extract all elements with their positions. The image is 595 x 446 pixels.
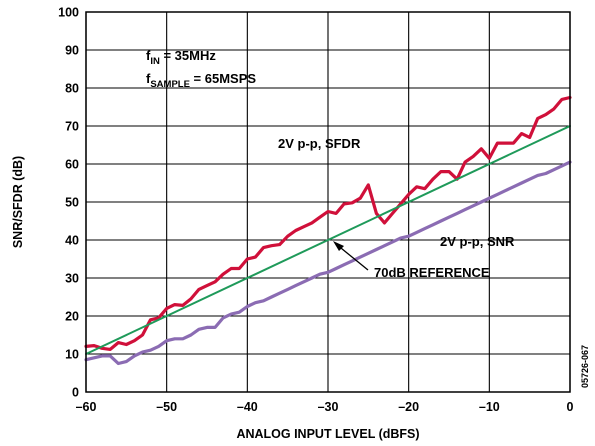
y-tick-label: 10 — [65, 348, 79, 362]
y-tick-label: 20 — [65, 310, 79, 324]
x-tick-label: –20 — [398, 400, 419, 414]
condition-fin: fIN = 35MHz — [146, 48, 216, 67]
reference-arrowhead — [333, 241, 344, 251]
y-tick-label: 50 — [65, 196, 79, 210]
series-line-2v-p-p-snr — [84, 160, 572, 366]
series-line-2v-p-p-sfdr — [84, 95, 572, 351]
sfdr-series-label: 2V p-p, SFDR — [278, 136, 361, 151]
x-tick-label: –60 — [76, 400, 97, 414]
x-axis-label: ANALOG INPUT LEVEL (dBFS) — [236, 427, 419, 441]
y-tick-label: 80 — [65, 82, 79, 96]
series-line-70db-reference — [85, 125, 571, 355]
y-tick-label: 70 — [65, 120, 79, 134]
y-tick-label: 60 — [65, 158, 79, 172]
reference-label: 70dB REFERENCE — [374, 265, 490, 280]
y-tick-label: 0 — [72, 386, 79, 400]
figure-id: 05726-067 — [580, 345, 590, 388]
x-tick-label: –30 — [318, 400, 339, 414]
y-axis-label: SNR/SFDR (dB) — [11, 156, 25, 248]
snr-series-label: 2V p-p, SNR — [440, 234, 515, 249]
x-tick-label: 0 — [567, 400, 574, 414]
y-tick-labels: 0 10 20 30 40 50 60 70 80 90 100 — [58, 6, 79, 400]
x-tick-labels: –60 –50 –40 –30 –20 –10 0 — [76, 400, 574, 414]
plot-frame — [85, 11, 571, 393]
y-tick-label: 100 — [58, 6, 79, 20]
x-tick-label: –50 — [156, 400, 177, 414]
x-tick-label: –40 — [237, 400, 258, 414]
y-tick-label: 90 — [65, 44, 79, 58]
condition-fsample: fSAMPLE = 65MSPS — [146, 71, 256, 90]
y-tick-label: 30 — [65, 272, 79, 286]
x-tick-label: –10 — [479, 400, 500, 414]
y-tick-label: 40 — [65, 234, 79, 248]
series-group — [84, 95, 572, 366]
